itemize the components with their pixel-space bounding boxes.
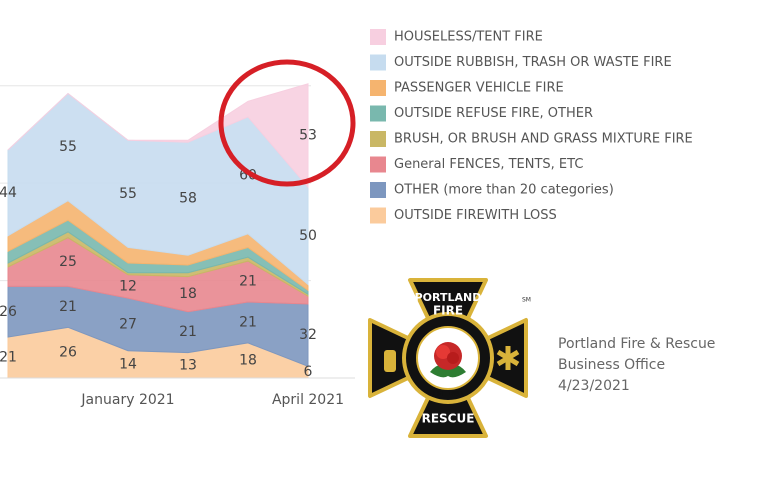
legend-swatch bbox=[370, 105, 386, 122]
legend-label: OTHER (more than 20 categories) bbox=[394, 183, 614, 198]
data-label: 18 bbox=[179, 286, 197, 302]
legend-label: OUTSIDE REFUSE FIRE, OTHER bbox=[394, 106, 593, 121]
data-label: 21 bbox=[59, 299, 77, 315]
data-label: 21 bbox=[239, 314, 257, 330]
legend-label: PASSENGER VEHICLE FIRE bbox=[394, 81, 564, 96]
x-tick-label: January 2021 bbox=[80, 392, 174, 408]
logo-est: EST. 1883 bbox=[433, 391, 463, 398]
data-label: 25 bbox=[59, 254, 77, 270]
highlight-circle bbox=[218, 59, 356, 187]
data-label: 21 bbox=[239, 274, 257, 290]
data-label: 13 bbox=[179, 357, 197, 373]
data-label: 26 bbox=[59, 345, 77, 361]
data-label: 32 bbox=[299, 327, 317, 343]
data-label: 21 bbox=[0, 350, 17, 366]
legend: HOUSELESS/TENT FIRE OUTSIDE RUBBISH, TRAS… bbox=[370, 29, 693, 224]
data-label: 12 bbox=[119, 278, 137, 294]
logo-bottom: RESCUE bbox=[422, 412, 475, 426]
caption: 4/23/2021 bbox=[558, 378, 630, 394]
legend-label: OUTSIDE RUBBISH, TRASH OR WASTE FIRE bbox=[394, 55, 672, 70]
x-tick-label: April 2021 bbox=[272, 392, 344, 408]
plot-area bbox=[0, 83, 311, 379]
legend-label: OUTSIDE FIREWITH LOSS bbox=[394, 208, 557, 223]
logo-middle: FIRE bbox=[433, 304, 463, 318]
data-label: 44 bbox=[0, 185, 17, 201]
legend-swatch bbox=[370, 207, 386, 224]
caption: Business Office bbox=[558, 357, 665, 373]
legend-swatch bbox=[370, 131, 386, 147]
data-label: 26 bbox=[0, 304, 17, 320]
data-label: 55 bbox=[59, 139, 77, 155]
legend-label: BRUSH, OR BRUSH AND GRASS MIXTURE FIRE bbox=[394, 132, 693, 147]
star-of-life bbox=[496, 346, 520, 370]
data-label: 18 bbox=[239, 352, 257, 368]
legend-label: HOUSELESS/TENT FIRE bbox=[394, 30, 543, 45]
caption: Portland Fire & Rescue bbox=[558, 336, 715, 352]
data-label: 58 bbox=[179, 191, 197, 207]
legend-swatch bbox=[370, 29, 386, 45]
legend-label: General FENCES, TENTS, ETC bbox=[394, 157, 583, 172]
legend-swatch bbox=[370, 182, 386, 198]
rose bbox=[430, 342, 466, 378]
legend-swatch bbox=[370, 156, 386, 173]
legend-swatch bbox=[370, 80, 386, 96]
data-label: 14 bbox=[119, 356, 137, 372]
logo-mark: SM bbox=[522, 297, 531, 304]
data-label: 27 bbox=[119, 316, 137, 332]
data-label: 21 bbox=[179, 324, 197, 340]
data-label: 53 bbox=[299, 127, 317, 143]
data-label: 55 bbox=[119, 186, 137, 202]
data-label: 6 bbox=[304, 364, 313, 380]
logo-top: PORTLAND bbox=[415, 291, 482, 304]
area bbox=[7, 83, 309, 189]
data-label: 50 bbox=[299, 228, 317, 244]
logo: PORTLAND FIRE EST. 1883 RESCUE SM bbox=[368, 278, 531, 438]
hydrant bbox=[384, 350, 396, 372]
legend-swatch bbox=[370, 54, 386, 71]
